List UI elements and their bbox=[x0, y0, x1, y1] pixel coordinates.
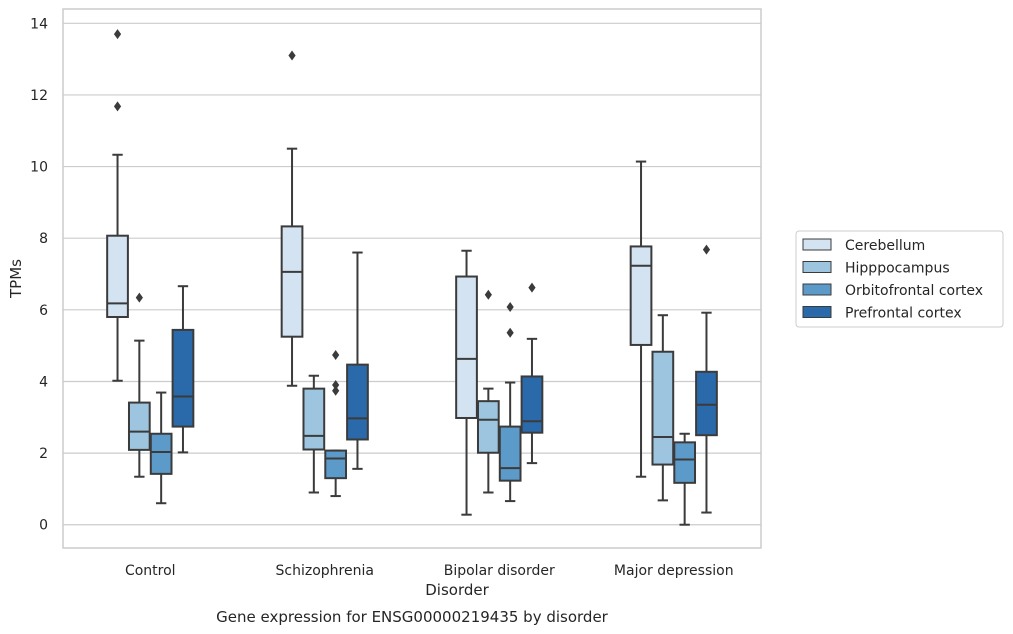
box-hipppocampus bbox=[302, 374, 326, 494]
iqr-box bbox=[346, 363, 369, 441]
iqr-box bbox=[127, 401, 151, 451]
x-axis-title: Disorder bbox=[425, 581, 489, 599]
box-hipppocampus bbox=[651, 314, 675, 502]
y-tick-label: 14 bbox=[30, 16, 48, 32]
iqr-box bbox=[149, 432, 173, 475]
box-hipppocampus bbox=[127, 292, 151, 478]
y-tick-labels: 0 2 4 6 8 10 12 14 bbox=[30, 16, 48, 533]
outlier-point bbox=[135, 292, 143, 303]
box-orbitofrontal-cortex bbox=[498, 301, 522, 503]
legend-swatch bbox=[802, 283, 832, 296]
outlier-point bbox=[113, 101, 122, 112]
legend-label: Prefrontal cortex bbox=[845, 306, 962, 322]
legend-label: Hipppocampus bbox=[845, 261, 950, 277]
box-cerebellum bbox=[455, 249, 478, 516]
iqr-box bbox=[476, 400, 500, 454]
y-tick-label: 10 bbox=[30, 160, 48, 176]
iqr-box bbox=[171, 328, 195, 428]
legend-label: Cerebellum bbox=[845, 238, 925, 254]
y-tick-label: 12 bbox=[30, 88, 48, 104]
box-cerebellum bbox=[280, 50, 304, 387]
outlier-point bbox=[332, 385, 340, 396]
y-tick-label: 8 bbox=[39, 231, 48, 247]
iqr-box bbox=[520, 375, 544, 434]
legend-frame bbox=[795, 230, 1004, 328]
outlier-point bbox=[332, 349, 340, 360]
iqr-box bbox=[455, 275, 478, 419]
box-prefrontal-cortex bbox=[520, 282, 544, 465]
x-tick-label: Control bbox=[125, 563, 176, 579]
outlier-point bbox=[506, 327, 514, 338]
plot-frame bbox=[62, 8, 762, 549]
outlier-point bbox=[288, 50, 296, 61]
legend-swatch bbox=[802, 261, 832, 273]
iqr-box bbox=[106, 234, 129, 319]
box-cerebellum bbox=[629, 160, 653, 478]
x-tick-label: Schizophrenia bbox=[276, 563, 374, 579]
y-axis-title: TPMs bbox=[7, 259, 25, 299]
box-prefrontal-cortex bbox=[171, 285, 195, 454]
y-tick-label: 4 bbox=[39, 374, 48, 390]
y-tick-label: 6 bbox=[39, 303, 48, 319]
chart-caption: Gene expression for ENSG00000219435 by d… bbox=[216, 608, 609, 626]
legend: Cerebellum Hipppocampus Orbitofrontal cort… bbox=[795, 230, 1004, 328]
outlier-point bbox=[506, 301, 514, 312]
legend-swatch bbox=[802, 238, 832, 251]
outlier-point bbox=[528, 282, 536, 293]
x-tick-label: Major depression bbox=[614, 563, 734, 579]
iqr-box bbox=[280, 225, 304, 338]
box-prefrontal-cortex bbox=[346, 251, 369, 470]
outlier-point bbox=[484, 289, 492, 300]
x-tick-labels: Control Schizophrenia Bipolar disorder Majo… bbox=[125, 563, 734, 579]
legend-swatch bbox=[802, 306, 832, 318]
outlier-point bbox=[702, 244, 711, 255]
box-hipppocampus bbox=[476, 289, 500, 494]
box-orbitofrontal-cortex bbox=[324, 349, 348, 498]
outlier-point bbox=[113, 29, 122, 40]
iqr-box bbox=[695, 370, 718, 437]
y-tick-label: 2 bbox=[39, 446, 48, 462]
box-orbitofrontal-cortex bbox=[149, 391, 173, 505]
boxes bbox=[106, 29, 718, 526]
box-prefrontal-cortex bbox=[695, 244, 718, 514]
box-cerebellum bbox=[106, 29, 129, 382]
outlier-point bbox=[332, 380, 340, 391]
iqr-box bbox=[673, 441, 697, 484]
iqr-box bbox=[629, 245, 653, 346]
box-orbitofrontal-cortex bbox=[673, 432, 697, 526]
x-tick-label: Bipolar disorder bbox=[444, 563, 555, 579]
iqr-box bbox=[651, 350, 675, 466]
iqr-box bbox=[498, 425, 522, 482]
iqr-box bbox=[324, 449, 348, 480]
y-tick-label: 0 bbox=[39, 518, 48, 534]
legend-label: Orbitofrontal cortex bbox=[845, 283, 983, 299]
iqr-box bbox=[302, 387, 326, 451]
